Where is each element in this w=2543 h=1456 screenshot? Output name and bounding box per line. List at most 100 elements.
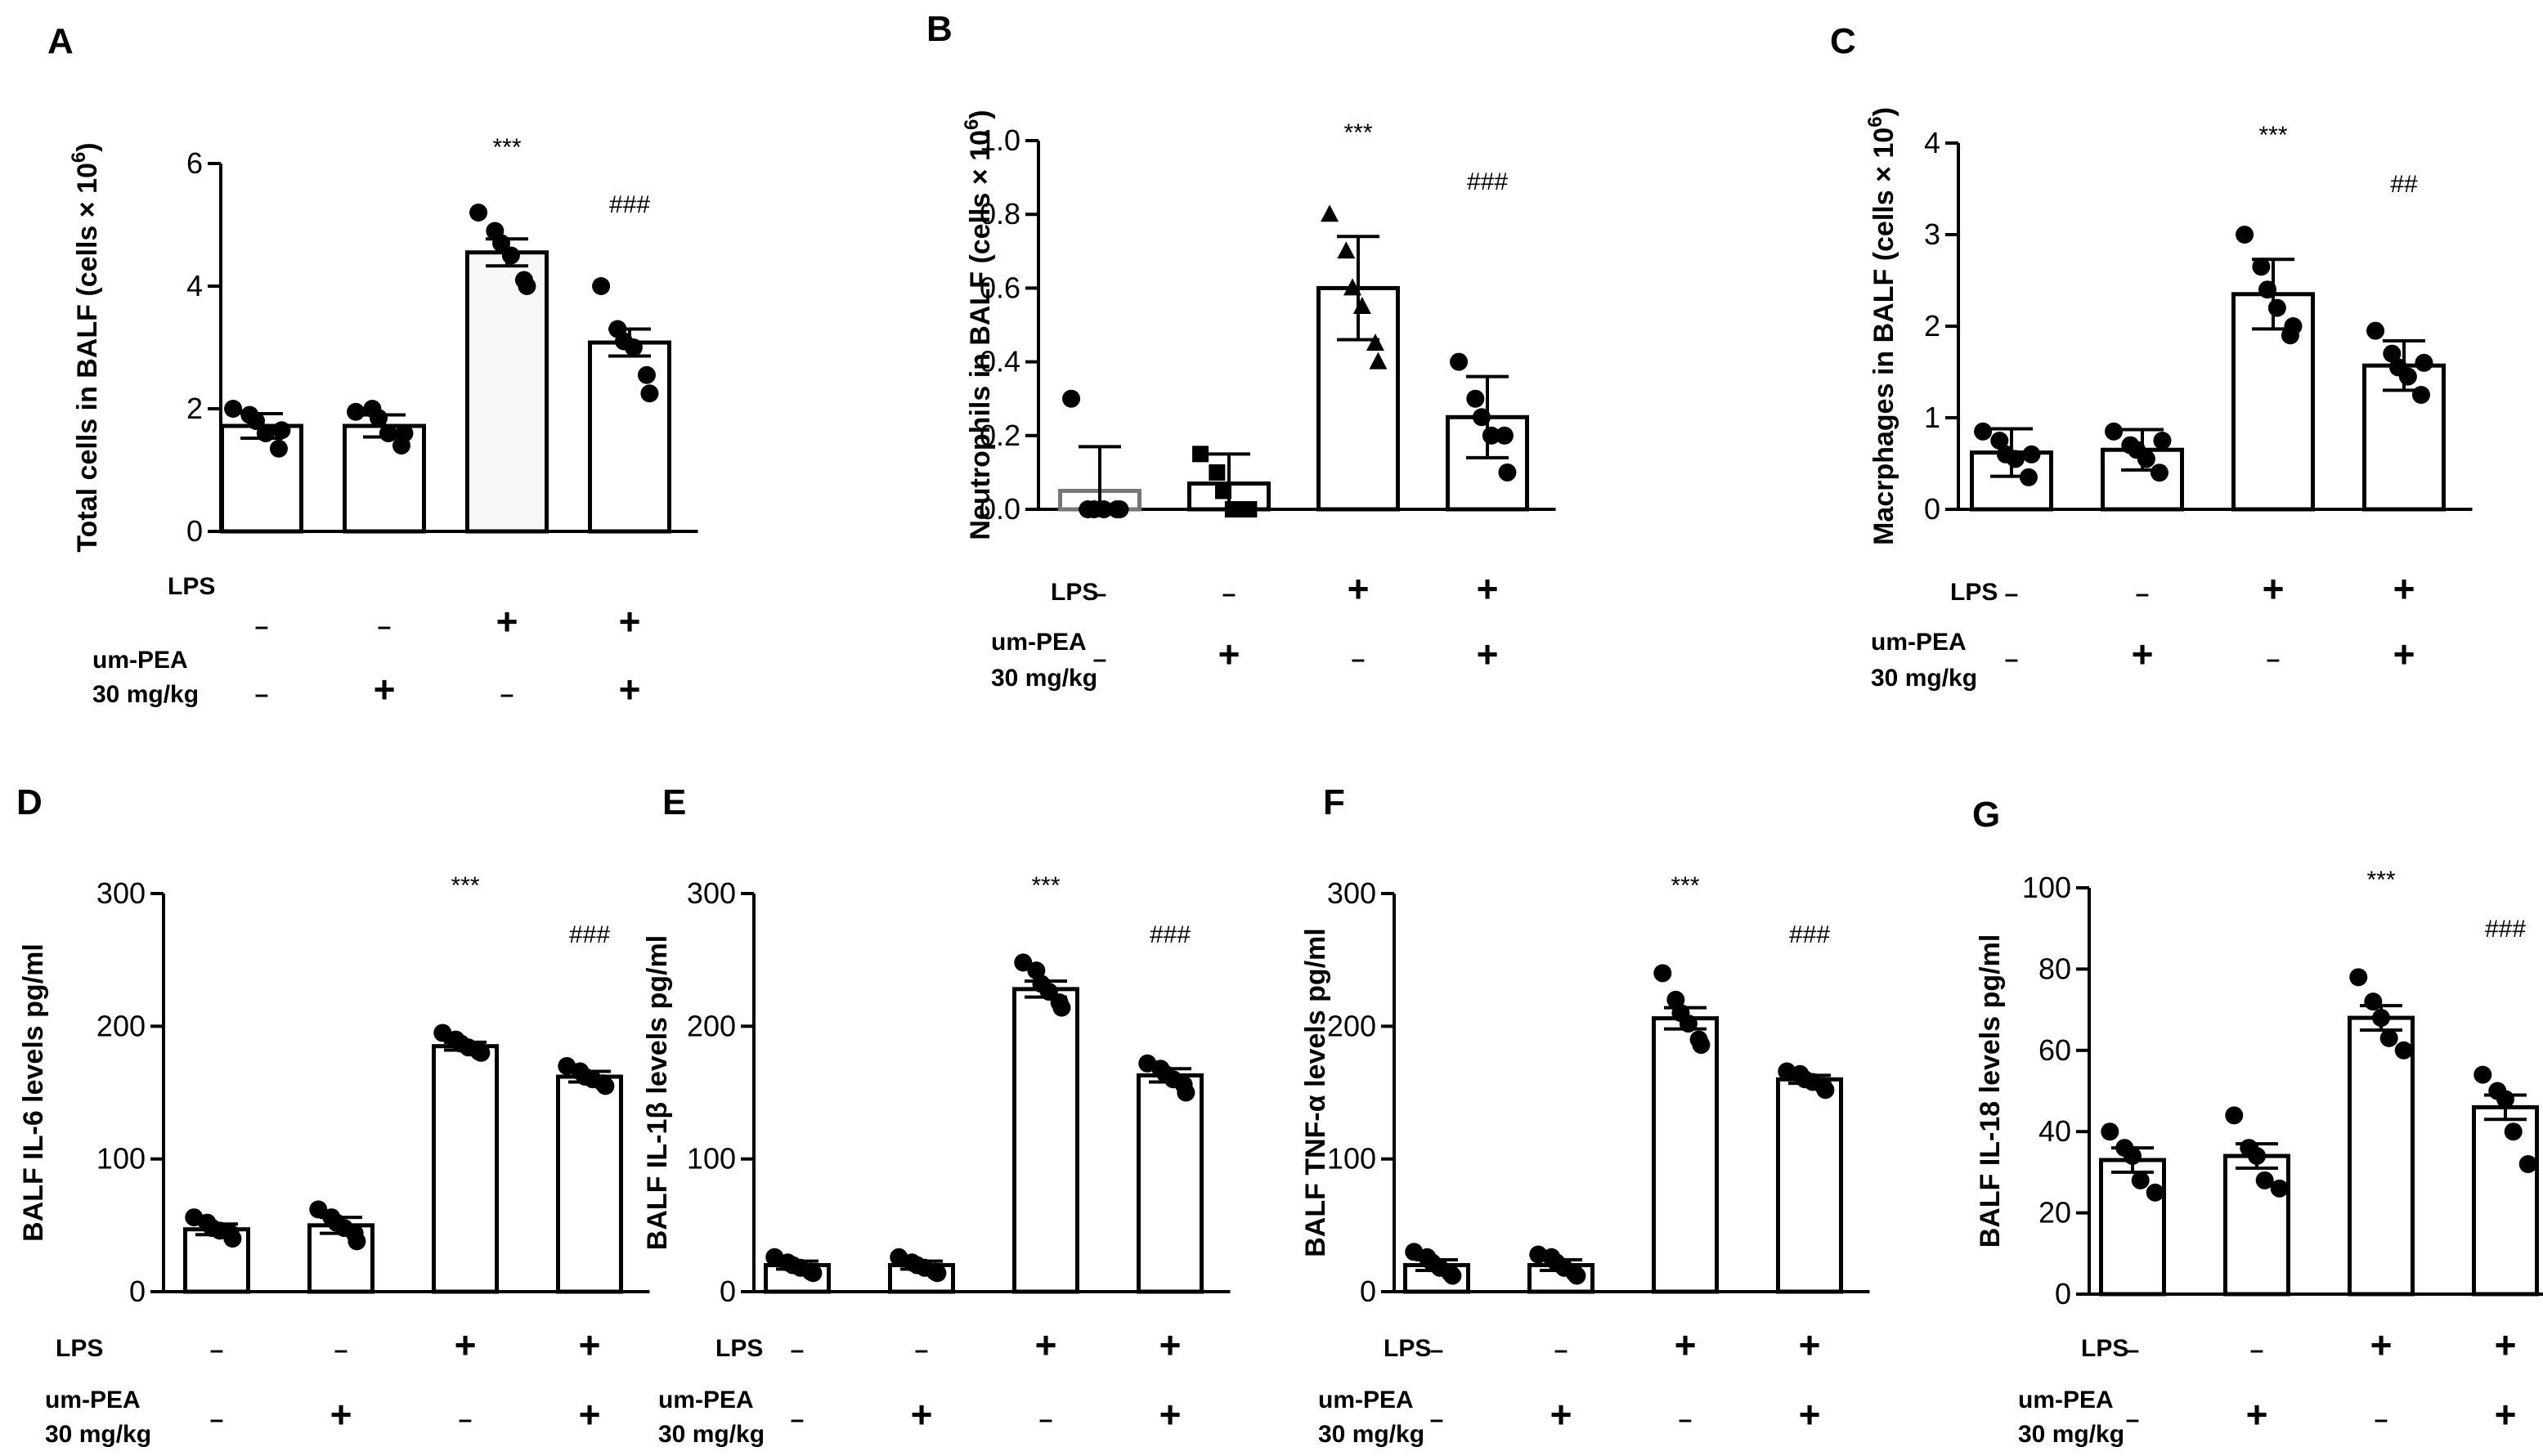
panel-label: G [1972,795,2000,835]
data-point [309,1200,328,1219]
data-point [1568,1266,1586,1285]
lps-sign-2: – [2250,1337,2264,1364]
y-axis-label: Neutrophils in BALF (cells × 106) [961,110,996,540]
data-point [596,1077,615,1095]
bar-3 [432,1044,499,1294]
y-axis-label-main: Total cells in BALF (cells × 10 [72,163,103,552]
data-point [2252,258,2271,276]
significance-pea: ### [1789,921,1830,948]
y-tick-label: 1.0 [980,123,1020,157]
y-axis-label: BALF IL-1β levels pg/ml [642,935,673,1250]
pea-sign-2: + [374,668,396,710]
pea-sign-1: – [1430,1406,1444,1433]
y-tick-label: 60 [2038,1033,2071,1067]
y-tick-label: 200 [687,1009,736,1042]
pea-row-label: um-PEA [991,629,1087,656]
data-point [2398,367,2417,386]
y-tick-label: 0 [2055,1277,2071,1310]
lps-sign-1: – [1430,1337,1444,1364]
data-point [1816,1081,1835,1100]
pea-sign-4: + [2393,633,2415,675]
lps-sign-4: + [579,1324,601,1366]
pea-sign-1: – [2126,1406,2140,1433]
pea-sign-1: – [255,681,269,708]
pea-sign-3: – [500,681,514,708]
data-point [2496,1090,2514,1109]
data-point [2372,1009,2390,1028]
data-point [2248,1147,2266,1166]
data-point [637,365,656,384]
data-point [1052,998,1071,1017]
y-tick-label: 100 [96,1142,146,1176]
data-point [1450,352,1469,371]
y-axis-label-end: ) [965,110,996,119]
data-point [1177,1083,1195,1102]
lps-sign-3: + [496,600,518,643]
significance-pea: ### [2485,916,2526,943]
panel-label: C [1830,21,1856,61]
pea-sign-3: – [2267,646,2281,673]
y-tick-label: 4 [186,269,203,302]
data-point [1215,482,1232,500]
data-point [2124,1147,2142,1166]
data-point [2225,1106,2244,1125]
y-tick-label: 80 [2038,952,2071,985]
pea-dose-label: 30 mg/kg [658,1421,765,1448]
data-point [2255,1171,2274,1189]
data-point [472,1043,491,1062]
data-point [2270,1179,2289,1198]
lps-sign-4: + [1159,1324,1182,1366]
data-point [1653,964,1672,983]
y-tick-label: 0.0 [980,492,1020,526]
y-tick-label: 0 [720,1275,736,1308]
data-point [469,204,488,222]
data-point [2006,450,2025,468]
y-tick-label: 6 [186,146,203,180]
significance-lps: *** [2258,122,2287,149]
data-point [2394,1041,2413,1060]
data-point [492,234,511,253]
y-tick-label: 3 [1924,217,1940,251]
data-point [1094,500,1113,518]
significance-lps: *** [1343,119,1372,146]
data-point [1473,408,1491,427]
data-point [2101,1122,2119,1141]
significance-pea: ### [1150,921,1191,948]
bar-4 [556,1074,623,1294]
pea-row-label: um-PEA [1871,629,1967,656]
y-axis-label-end: ) [1868,107,1899,116]
data-point [2284,317,2303,335]
panel-D: D 0 100 200 300 BALF IL-6 levels pg/ml *** ### L… [16,782,650,1448]
pea-dose-label: 30 mg/kg [45,1421,151,1448]
data-point [928,1264,947,1283]
data-point [2258,280,2277,299]
y-tick-label: 0 [1360,1275,1376,1308]
data-point [1692,1036,1711,1055]
pea-row-label: um-PEA [92,647,188,674]
lps-row-label: LPS [1051,579,1098,606]
pea-sign-2: + [911,1393,933,1436]
data-point [1366,334,1384,352]
y-tick-label: 300 [96,876,146,910]
lps-sign-3: + [2263,567,2285,610]
pea-sign-4: + [579,1393,601,1436]
data-point [518,277,536,295]
significance-lps: *** [1031,872,1060,899]
y-axis-label-sup: 6 [1864,116,1886,127]
data-point [2411,386,2430,404]
data-point [1679,1015,1698,1033]
lps-sign-4: + [2393,567,2415,610]
y-tick-label: 200 [96,1009,146,1042]
lps-sign-2: – [915,1337,929,1364]
lps-sign-1: – [1093,580,1107,607]
y-tick-label: 300 [1327,876,1376,910]
significance-lps: *** [492,134,521,161]
y-tick-label: 2 [1924,309,1940,343]
y-tick-label: 100 [687,1142,736,1176]
pea-sign-2: + [2132,633,2154,675]
lps-sign-4: + [1477,567,1499,610]
data-point [1224,501,1241,517]
